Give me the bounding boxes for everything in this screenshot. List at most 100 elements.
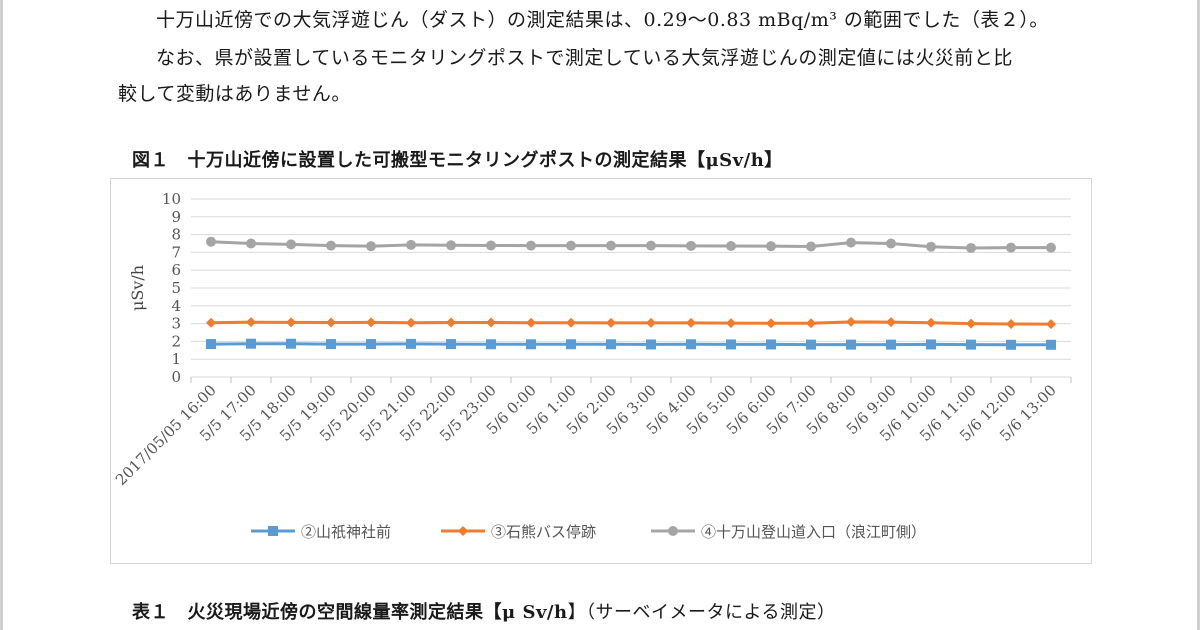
y-tick-label: 6 [171, 261, 181, 279]
data-point [606, 240, 616, 251]
data-point [646, 317, 656, 328]
data-point [326, 339, 336, 350]
y-tick-label: 3 [171, 315, 181, 333]
data-point [886, 339, 896, 350]
data-point [886, 238, 896, 249]
y-tick-label: 7 [171, 243, 181, 261]
data-point [286, 239, 296, 250]
chart-series [206, 236, 1056, 350]
data-point [446, 240, 456, 251]
data-point [246, 338, 256, 349]
data-point [966, 242, 976, 253]
data-point [286, 338, 296, 349]
data-point [646, 339, 656, 350]
paragraph-monitoring-note: なお、県が設置しているモニタリングポストで測定している大気浮遊じんの測定値には火… [118, 40, 1098, 112]
legend-item: ④十万山登山道入口（浪江町側） [651, 523, 926, 541]
y-tick-label: 8 [171, 226, 181, 244]
data-point [366, 241, 376, 252]
table-caption-unit: μ Sv/h [502, 602, 568, 623]
data-point [926, 241, 936, 252]
series-3 [206, 236, 1056, 253]
data-point [1006, 242, 1016, 253]
data-point [486, 317, 496, 328]
data-point [326, 240, 336, 251]
data-point [526, 339, 536, 350]
data-point [366, 339, 376, 350]
data-point [1006, 339, 1016, 350]
data-point [606, 339, 616, 350]
data-point [566, 339, 576, 350]
data-point [286, 317, 296, 328]
data-point [486, 240, 496, 251]
data-point [806, 318, 816, 329]
legend-marker [668, 526, 678, 536]
y-tick-label: 5 [171, 279, 181, 297]
data-point [246, 317, 256, 328]
y-tick-label: 9 [171, 208, 181, 226]
y-tick-label: 0 [171, 368, 181, 386]
data-point [686, 240, 696, 251]
data-point [966, 318, 976, 329]
series-1 [206, 338, 1056, 350]
data-point [886, 317, 896, 328]
data-point [526, 240, 536, 251]
data-point [446, 317, 456, 328]
y-tick-label: 10 [162, 190, 181, 208]
data-point [806, 339, 816, 350]
legend-marker [458, 526, 468, 536]
legend-label: ②山祇神社前 [301, 523, 391, 541]
data-point [766, 241, 776, 252]
series-line [210, 240, 1051, 250]
data-point [686, 339, 696, 350]
data-point [926, 339, 936, 350]
data-point [526, 317, 536, 328]
y-tick-label: 4 [171, 297, 181, 315]
paragraph-line: なお、県が設置しているモニタリングポストで測定している大気浮遊じんの測定値には火… [156, 47, 1013, 69]
table-caption: 表１ 火災現場近傍の空間線量率測定結果【μ Sv/h】（サーベイメータによる測定… [132, 598, 836, 624]
data-point [846, 316, 856, 327]
legend-label: ③石熊バス停跡 [491, 523, 596, 541]
data-point [1046, 339, 1056, 350]
data-point [206, 317, 216, 328]
data-point [766, 318, 776, 329]
data-point [726, 318, 736, 329]
paragraph-dust-results: 十万山近傍での大気浮遊じん（ダスト）の測定結果は、0.29～0.83 mBq/m… [118, 2, 1098, 38]
data-point [446, 339, 456, 350]
y-tick-label: 2 [171, 332, 181, 350]
data-point [406, 239, 416, 250]
data-point [1046, 242, 1056, 253]
series-line [210, 320, 1052, 326]
chart-grid [190, 198, 1072, 383]
data-point [486, 339, 496, 350]
data-point [1006, 318, 1016, 329]
data-point [406, 338, 416, 349]
data-point [846, 237, 856, 248]
figure-caption: 図１ 十万山近傍に設置した可搬型モニタリングポストの測定結果【μSv/h】 [132, 150, 783, 171]
data-point [766, 339, 776, 350]
data-point [326, 317, 336, 328]
legend-label: ④十万山登山道入口（浪江町側） [701, 523, 926, 541]
data-point [686, 317, 696, 328]
table-caption-text: 表１ 火災現場近傍の空間線量率測定結果【 [132, 602, 502, 623]
data-point [806, 241, 816, 252]
paragraph-text: 十万山近傍での大気浮遊じん（ダスト）の測定結果は、0.29～0.83 mBq/m… [156, 9, 1049, 31]
table-caption-tail: 】（サーベイメータによる測定） [567, 602, 836, 623]
data-point [366, 317, 376, 328]
x-tick-labels: 2017/05/05 16:005/5 17:005/5 18:005/5 19… [112, 381, 1060, 489]
data-point [1046, 319, 1056, 330]
chart-container: 0 1 2 3 4 5 6 7 8 9 10 2017/05/05 16:00 5/5 17:00 5/… [110, 178, 1092, 564]
series-line [210, 342, 1051, 347]
data-point [646, 240, 656, 251]
data-point [726, 240, 736, 251]
legend-item: ②山祇神社前 [251, 523, 391, 541]
data-point [606, 317, 616, 328]
page-edge-right [1197, 0, 1200, 630]
data-point [566, 317, 576, 328]
series-2 [206, 316, 1056, 330]
page-edge-left [0, 0, 3, 630]
data-point [966, 339, 976, 350]
data-point [406, 317, 416, 328]
legend-item: ③石熊バス停跡 [441, 523, 596, 541]
data-point [206, 236, 216, 247]
